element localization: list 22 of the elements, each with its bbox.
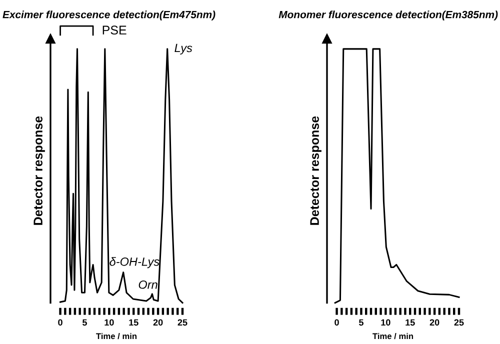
x-axis-title: Time / min [96, 332, 137, 340]
x-tick-label: 0 [58, 319, 62, 326]
annotation: δ-OH-Lys [110, 257, 160, 268]
y-axis-title: Detector response [34, 116, 45, 225]
x-tick-label: 20 [153, 319, 163, 326]
x-tick-label: 25 [454, 319, 464, 326]
x-tick-label: 25 [178, 319, 188, 326]
annotation: Orn [138, 280, 158, 289]
text: PSE [102, 26, 126, 35]
x-tick-label: 20 [430, 319, 440, 326]
x-tick-label: 10 [381, 319, 390, 326]
y-axis-title: Detector response [310, 116, 322, 225]
chart-title: Monomer fluorescence detection(Em385nm) [278, 10, 498, 20]
x-tick-label: 15 [129, 319, 138, 326]
x-tick-label: 5 [82, 319, 87, 326]
x-tick-label: 5 [358, 319, 364, 326]
x-axis-title: Time / min [372, 332, 414, 340]
annotation: Lys [174, 44, 192, 54]
chart-title: Excimer fluorescence detection(Em475nm) [2, 10, 216, 20]
x-tick-label: 10 [104, 319, 114, 326]
x-tick-label: 15 [406, 319, 415, 326]
x-tick-label: 0 [334, 319, 339, 326]
